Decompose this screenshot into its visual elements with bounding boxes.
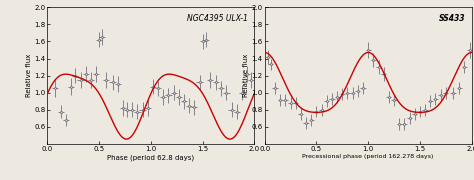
Text: NGC4395 ULX-1: NGC4395 ULX-1 [187,14,248,23]
Y-axis label: Relative flux: Relative flux [26,54,32,97]
Y-axis label: Relative flux: Relative flux [243,54,249,97]
Text: SS433: SS433 [439,14,465,23]
X-axis label: Phase (period 62.8 days): Phase (period 62.8 days) [107,154,194,161]
X-axis label: Precessional phase (period 162.278 days): Precessional phase (period 162.278 days) [302,154,434,159]
